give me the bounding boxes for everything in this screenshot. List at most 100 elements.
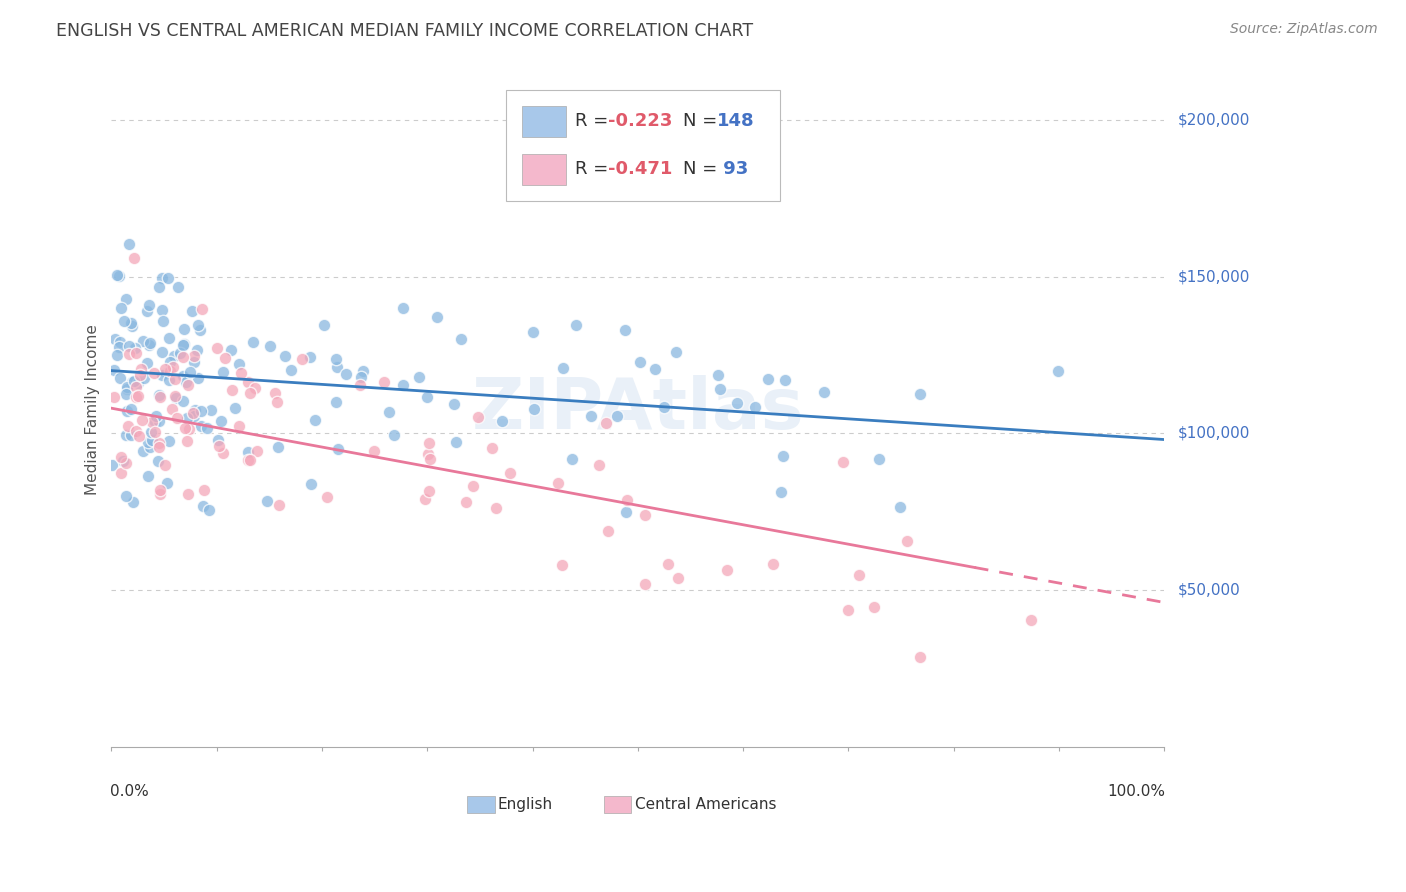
Point [426,310,449,325]
Point [481,441,503,455]
FancyBboxPatch shape [522,106,567,137]
Point [769,485,792,500]
Point [129,362,152,376]
Point [157,373,180,387]
Point [200,403,222,417]
Point [657,557,679,571]
Point [246,443,269,458]
Point [831,455,853,469]
Point [335,367,357,381]
Point [373,375,395,389]
Point [325,351,347,366]
Point [259,339,281,353]
Point [157,330,180,344]
Point [145,409,167,424]
Point [122,374,145,388]
Point [176,375,198,389]
Point [101,458,124,472]
Point [103,363,125,377]
Point [122,495,145,509]
Text: -0.223: -0.223 [609,112,672,130]
Point [166,411,188,425]
Point [153,458,176,472]
Point [121,375,143,389]
Point [551,361,574,376]
Point [148,388,170,402]
Point [152,344,174,359]
Point [139,425,162,439]
Point [138,337,160,351]
FancyBboxPatch shape [506,90,780,201]
Point [179,422,201,436]
Point [461,478,484,492]
Point [117,419,139,434]
Point [136,304,159,318]
Point [197,502,219,516]
Point [579,409,602,424]
Point [103,390,125,404]
Point [263,386,285,401]
Point [115,292,138,306]
Point [352,364,374,378]
Point [179,366,201,380]
Text: Source: ZipAtlas.com: Source: ZipAtlas.com [1230,22,1378,37]
Point [156,366,179,380]
FancyBboxPatch shape [467,796,495,814]
Point [190,301,212,316]
Point [187,318,209,333]
Point [485,500,508,515]
Point [104,332,127,346]
Point [654,400,676,414]
Point [848,567,870,582]
Point [326,442,349,456]
Point [298,350,321,364]
Point [256,494,278,508]
Point [108,334,131,349]
Point [239,452,262,467]
Point [211,366,233,380]
Point [108,340,131,354]
Point [138,298,160,312]
Point [614,323,637,337]
Text: R =: R = [575,112,613,130]
Point [150,271,173,285]
Point [565,318,588,332]
Point [418,446,440,460]
Point [896,534,918,549]
Text: $200,000: $200,000 [1178,112,1250,128]
Point [155,362,177,376]
Point [115,403,138,417]
Point [115,489,138,503]
Point [125,390,148,404]
Point [177,487,200,501]
Point [138,440,160,454]
Point [314,318,336,332]
Point [267,498,290,512]
Point [725,396,748,410]
Point [148,280,170,294]
Point [868,452,890,467]
Point [110,466,132,480]
Point [183,349,205,363]
Text: N =: N = [683,112,723,130]
Y-axis label: Median Family Income: Median Family Income [86,325,100,495]
Point [304,413,326,427]
Point [236,445,259,459]
Point [157,434,180,448]
Point [413,491,436,506]
Text: English: English [498,797,553,812]
Point [183,355,205,369]
Point [181,406,204,420]
Point [456,494,478,508]
Point [172,368,194,383]
Point [160,402,183,417]
Point [142,367,165,381]
Point [408,370,430,384]
Point [450,332,472,346]
Point [628,355,651,369]
Point [165,389,187,403]
Point [707,368,730,382]
Point [173,336,195,351]
Text: Central Americans: Central Americans [634,797,776,812]
Point [274,349,297,363]
